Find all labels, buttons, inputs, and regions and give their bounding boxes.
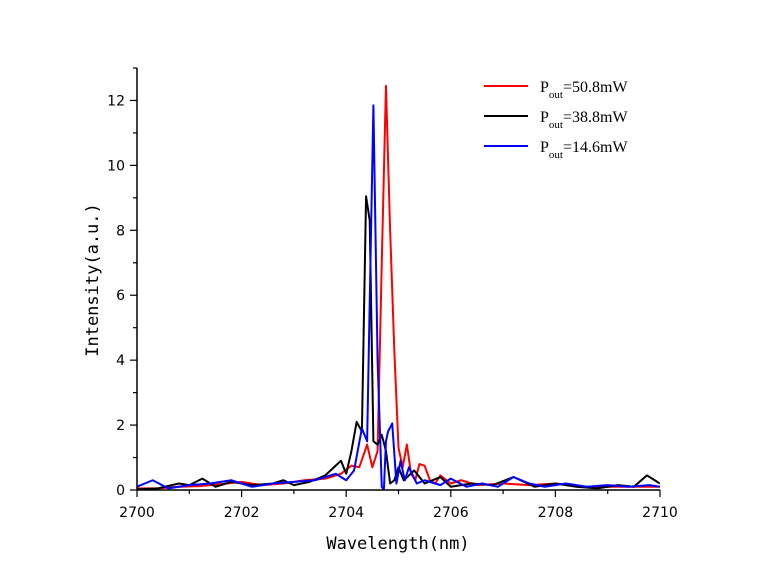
y-tick-label: 0 <box>116 483 125 499</box>
y-tick-label: 2 <box>116 418 125 434</box>
legend-label-2: Pout=38.8mW <box>540 109 628 131</box>
x-tick-label: 2706 <box>433 505 469 521</box>
series-line-2 <box>137 195 660 490</box>
y-tick-label: 8 <box>116 223 125 239</box>
x-tick-label: 2710 <box>642 505 678 521</box>
y-tick-label: 10 <box>107 158 125 174</box>
x-tick-label: 2704 <box>328 505 364 521</box>
legend: Pout=50.8mW Pout=38.8mW Pout=14.6mW <box>484 79 628 161</box>
ticks-group: 2700 2702 2704 2706 2708 2710 0 2 4 6 8 10 12 <box>107 67 678 521</box>
x-tick-label: 2708 <box>538 505 574 521</box>
y-tick-label: 6 <box>116 288 125 304</box>
legend-label-3: Pout=14.6mW <box>540 139 628 161</box>
y-tick-label: 12 <box>107 93 125 109</box>
y-axis-label: Intensity(a.u.) <box>83 203 103 357</box>
x-tick-label: 2700 <box>119 505 155 521</box>
legend-label-1: Pout=50.8mW <box>540 79 628 101</box>
x-axis-label: Wavelength(nm) <box>326 534 469 554</box>
x-tick-label: 2702 <box>224 505 260 521</box>
plot-series-group <box>137 84 660 490</box>
y-tick-label: 4 <box>116 353 125 369</box>
series-line-3 <box>137 104 660 490</box>
